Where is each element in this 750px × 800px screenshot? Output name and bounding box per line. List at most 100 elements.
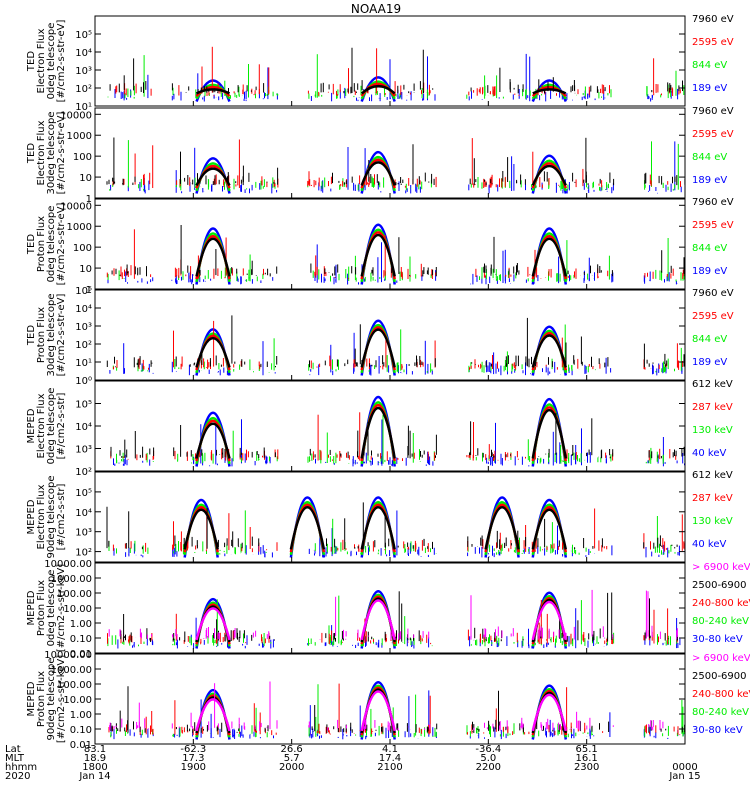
y-axis-label: MEPED Electron Flux 90deg telescope [#/cm2-… [26,475,67,558]
y-tick-label: 100 [73,152,92,163]
x-date-label: Jan 15 [668,771,700,782]
legend-entry: 189 eV [692,175,727,186]
x-lat-label: -62.3 [180,744,206,755]
legend-entry: 30-80 keV [692,725,743,736]
y-tick-label: 10 [79,173,92,184]
y-tick-label: 10.00 [63,604,92,615]
legend-entry: 844 eV [692,243,727,254]
legend-entry: 844 eV [692,152,727,163]
y-tick-label: 10¹ [75,358,92,369]
y-tick-label: 0.10 [70,634,92,645]
legend-entry: 130 keV [692,516,733,527]
panel-6-data-marks [106,496,685,558]
y-tick-label: 10⁵ [75,488,92,499]
legend-entry: 2500-6900 [692,580,747,591]
series-1-marks [108,589,678,641]
data-peak-curve [289,506,326,550]
legend-entry: 189 eV [692,266,727,277]
data-peak-curve [531,601,568,641]
y-axis-label-line: 0deg telescope [46,206,57,283]
data-peak-curve [360,233,396,277]
y-tick-label: 10² [75,84,92,95]
y-axis-label: TED Electron Flux 30deg telescope [#/cm2-s-… [26,111,67,194]
series-2-marks [106,229,684,280]
x-lat-label: -36.4 [475,744,501,755]
x-time-label: 1900 [181,762,206,773]
data-peak-curve [183,508,219,550]
x-time-label: 1800 [82,762,107,773]
y-axis-label-line: [#/cm2-s-str-eV] [56,294,67,377]
y-tick-label: 10³ [75,322,92,333]
data-peak-curve [531,164,567,186]
legend-entry: 240-800 keV [692,689,750,700]
legend-entry: > 6900 keV [692,562,750,573]
legend-entry: > 6900 keV [692,653,750,664]
y-axis-label-line: MEPED [26,590,37,625]
y-tick-label: 0.10 [70,725,92,736]
legend-entry: 287 keV [692,402,733,413]
data-peak-curve [531,237,568,277]
y-axis-label-line: [#/cm2-s-str-eV] [56,203,67,286]
y-axis-label-line: Electron Flux [36,120,47,185]
y-tick-label: 100.00 [57,589,92,600]
y-axis-label-line: 0deg telescope [46,23,57,100]
y-axis-label: MEPED Proton Flux 90deg telescope [#/cm2-s-… [26,655,67,743]
x-lat-label: 26.6 [281,744,303,755]
x-mlt-label: 5.7 [284,753,300,764]
panel-4-data-marks [106,315,685,376]
y-tick-label: 10⁵ [75,400,92,411]
y-tick-label: 10000.00 [44,559,92,570]
legend-entry: 30-80 keV [692,634,743,645]
y-tick-label: 1000 [67,131,92,142]
x-row-label: hhmm [5,762,37,773]
y-axis-label-line: [#/cm2-s-str] [56,392,67,459]
x-mlt-label: 17.3 [182,753,204,764]
x-time-label: 2000 [279,762,304,773]
y-tick-label: 10⁰ [75,376,92,387]
y-tick-label: 10000 [60,110,92,121]
data-peak-curve [531,334,568,368]
y-axis-label-line: 0deg telescope [46,570,57,647]
panel-1-data-marks [107,46,685,102]
y-tick-label: 10⁵ [75,286,92,297]
series-1-marks [110,406,685,459]
y-tick-label: 10⁴ [75,422,92,433]
y-tick-label: 10¹ [75,102,92,113]
data-peak-curve [360,406,396,459]
legend-entry: 2595 eV [692,220,734,231]
y-tick-label: 1.00 [70,619,92,630]
panel-4: 10⁰ 10¹ 10² 10³ 10⁴ 10⁵ TED Proton Flux 30deg te… [26,286,734,387]
data-peak-curve [532,88,567,95]
legend-entry: 2595 eV [692,37,734,48]
legend-entry: 130 keV [692,425,733,436]
series-1-marks [109,681,664,732]
x-lat-label: 65.1 [576,744,598,755]
x-date-label: Jan 14 [78,771,110,782]
x-row-label: Lat [5,744,21,755]
y-tick-label: 10³ [75,528,92,539]
data-peak-curve [195,167,231,186]
data-peak-curve [360,84,396,95]
legend-entry: 40 keV [692,448,726,459]
legend-entry: 7960 eV [692,14,734,25]
legend-entry: 2595 eV [692,129,734,140]
legend-entry: 240-800 keV [692,598,750,609]
y-axis-label-line: TED [26,234,37,255]
y-axis-label-line: 90deg telescope [46,657,57,740]
y-axis-label-line: Proton Flux [36,671,47,727]
y-tick-label: 0.01 [70,649,92,660]
y-tick-label: 1000.00 [51,665,92,676]
panel-8-data-marks [108,681,685,740]
x-lat-label: 4.1 [382,744,398,755]
x-row-label: MLT [5,753,25,764]
y-tick-label: 10000.00 [44,650,92,661]
y-axis-label-line: Electron Flux [36,484,47,549]
x-row-label: 2020 [5,771,30,782]
data-peak-curve [195,698,231,732]
legend-entry: 844 eV [692,334,727,345]
data-peak-curve [195,336,231,368]
y-axis-label-line: Proton Flux [36,580,47,636]
x-mlt-label: 17.4 [379,753,401,764]
